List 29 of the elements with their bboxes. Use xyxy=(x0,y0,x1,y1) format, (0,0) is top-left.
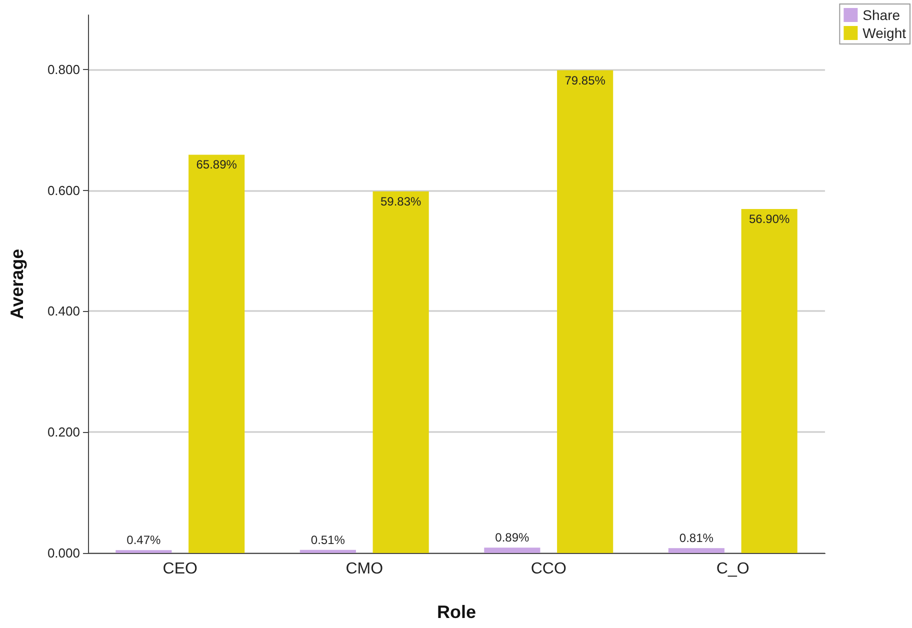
bar xyxy=(484,548,540,553)
bar xyxy=(557,70,614,553)
data-label: 79.85% xyxy=(564,73,606,88)
legend-label: Weight xyxy=(862,25,906,41)
y-tick-label: 0.000 xyxy=(47,546,80,560)
bar xyxy=(372,191,429,553)
data-label: 65.89% xyxy=(196,158,238,172)
bar xyxy=(668,548,724,553)
y-axis-title: Average xyxy=(7,248,27,320)
x-tick-label: CEO xyxy=(162,560,198,578)
bar xyxy=(300,550,356,553)
data-label: 56.90% xyxy=(748,212,790,226)
legend-label: Share xyxy=(862,7,900,23)
y-tick-label: 0.800 xyxy=(47,62,80,77)
y-tick-label: 0.600 xyxy=(47,182,80,198)
bar xyxy=(188,154,245,553)
data-label: 59.83% xyxy=(380,194,422,208)
x-tick-label: CMO xyxy=(346,560,384,578)
x-axis-title: Role xyxy=(436,602,476,622)
bar xyxy=(741,209,798,553)
x-tick-label: C_O xyxy=(716,560,750,578)
data-label: 0.81% xyxy=(679,531,714,546)
y-tick-label: 0.400 xyxy=(47,304,80,319)
y-tick-label: 0.200 xyxy=(47,424,80,440)
data-label: 0.51% xyxy=(310,532,346,547)
bar xyxy=(116,550,172,553)
x-tick-label: CCO xyxy=(530,560,566,578)
data-label: 0.89% xyxy=(495,530,530,545)
data-label: 0.47% xyxy=(126,533,162,548)
